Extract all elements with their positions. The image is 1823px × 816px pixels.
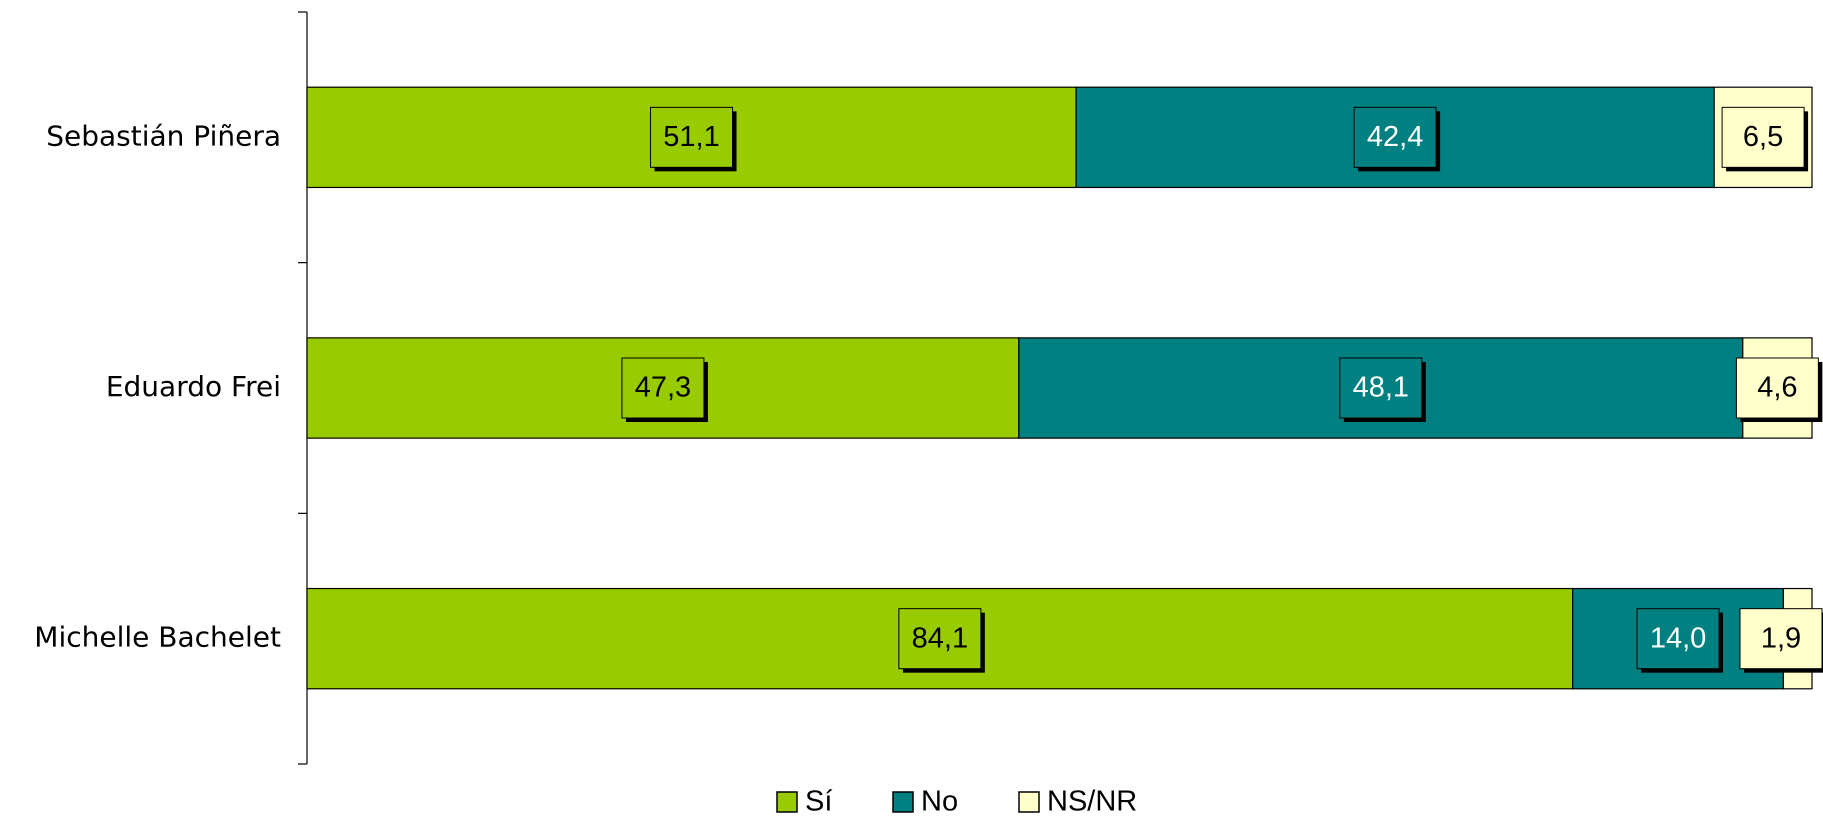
category-label: Eduardo Frei <box>106 370 281 403</box>
legend-swatch <box>776 791 798 813</box>
label-box <box>1636 608 1720 670</box>
label-box <box>898 608 982 670</box>
data-label: 48,1 <box>1353 372 1409 404</box>
data-label: 51,1 <box>663 121 719 153</box>
label-box <box>1739 608 1823 670</box>
data-label: 84,1 <box>912 622 968 654</box>
legend-label: NS/NR <box>1047 786 1137 816</box>
legend-label: Sí <box>805 786 832 816</box>
category-label: Michelle Bachelet <box>34 621 281 654</box>
label-box <box>1339 357 1423 419</box>
data-label: 4,6 <box>1757 372 1797 404</box>
legend-swatch <box>1018 791 1040 813</box>
label-box <box>1353 106 1437 168</box>
data-label: 14,0 <box>1650 622 1706 654</box>
data-label: 42,4 <box>1367 121 1423 153</box>
data-label: 1,9 <box>1761 622 1801 654</box>
legend-swatch <box>892 791 914 813</box>
data-label: 47,3 <box>635 372 691 404</box>
legend-label: No <box>921 786 958 816</box>
category-label: Sebastián Piñera <box>46 119 281 152</box>
label-box <box>621 357 705 419</box>
label-box <box>1735 357 1819 419</box>
label-box <box>1721 106 1805 168</box>
data-label: 6,5 <box>1743 121 1783 153</box>
label-box <box>650 106 734 168</box>
